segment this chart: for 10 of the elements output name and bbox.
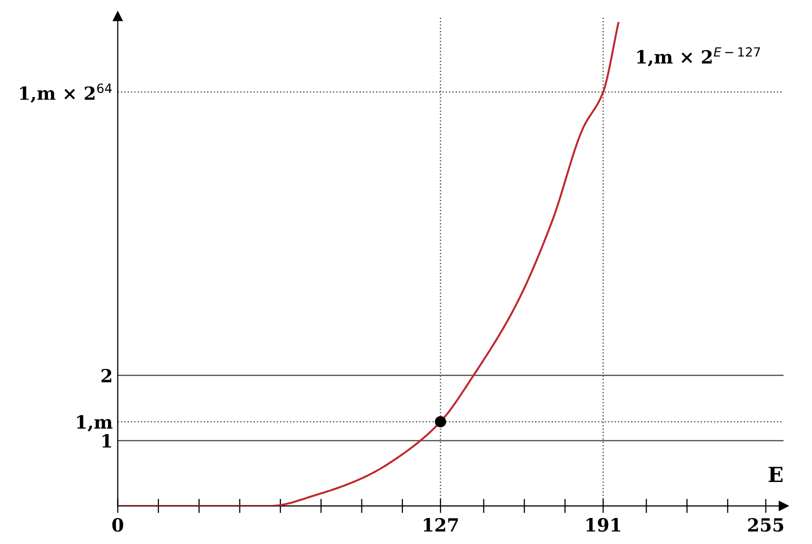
x-axis-title: E: [768, 466, 783, 482]
x-tick-label: 0: [112, 518, 124, 532]
x-tick-label: 191: [586, 518, 620, 532]
y-tick-label: 1,m: [77, 415, 112, 432]
x-tick-label: 127: [424, 518, 458, 532]
y-tick-label: 1: [102, 434, 112, 448]
series-label: 1,m × 2$^{E−127}$: [637, 47, 760, 66]
x-tick-label: 255: [748, 518, 784, 532]
y-tick-label: 1,m × 2$^{64}$: [20, 83, 112, 103]
y-tick-label: 2: [102, 368, 112, 382]
